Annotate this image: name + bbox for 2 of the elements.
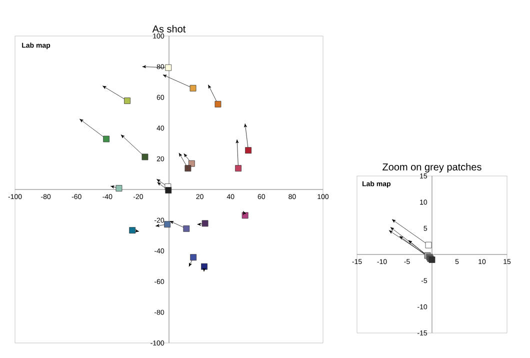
chart-title: As shot — [152, 25, 186, 32]
chart-title: Zoom on grey patches — [382, 163, 482, 172]
